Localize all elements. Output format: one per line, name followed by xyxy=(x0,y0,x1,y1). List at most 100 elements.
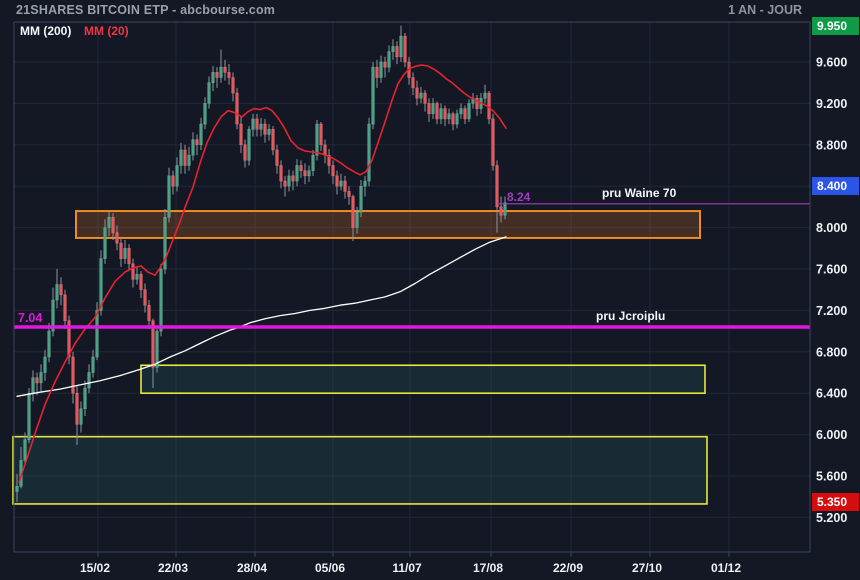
x-axis-tick: 27/10 xyxy=(632,561,662,575)
candlestick xyxy=(155,330,159,368)
candlestick xyxy=(87,372,91,389)
candlestick xyxy=(251,118,255,130)
x-axis-tick: 28/04 xyxy=(237,561,267,575)
candlestick xyxy=(239,123,243,146)
candlestick xyxy=(71,356,75,394)
candlestick xyxy=(351,196,355,228)
support-zone-mid[interactable] xyxy=(140,364,706,395)
timeframe-selector[interactable]: 1 AN - JOUR xyxy=(728,3,802,17)
drawn-zones[interactable] xyxy=(12,210,708,505)
candlestick xyxy=(387,51,391,68)
candlestick xyxy=(379,61,383,78)
y-axis-tick: 6.800 xyxy=(816,345,847,359)
candlestick xyxy=(283,180,287,187)
candlestick xyxy=(159,268,163,332)
candlestick xyxy=(391,46,395,52)
candlestick xyxy=(175,165,179,187)
candlesticks xyxy=(15,25,507,502)
price-levels[interactable] xyxy=(14,203,810,329)
candlestick xyxy=(179,149,183,166)
axis-badge-current: 8.400 xyxy=(812,177,859,195)
candlestick xyxy=(279,165,283,182)
candlestick xyxy=(347,191,351,197)
resistance-zone-orange[interactable] xyxy=(75,210,701,239)
candlestick xyxy=(51,299,55,332)
candlestick xyxy=(183,149,187,166)
candlestick xyxy=(27,392,31,441)
chart-title: 21SHARES BITCOIN ETP - abcbourse.com xyxy=(16,3,276,17)
candlestick xyxy=(447,113,451,120)
candlestick xyxy=(319,123,323,146)
candlestick xyxy=(91,356,95,373)
plot-frame xyxy=(13,21,811,553)
candlestick xyxy=(119,242,123,259)
candlestick xyxy=(403,35,407,63)
level-price-tag-jcroiplu[interactable]: 7.04 xyxy=(18,311,43,325)
candlestick xyxy=(443,108,447,120)
candlestick xyxy=(275,149,279,166)
candlestick xyxy=(199,123,203,146)
candlestick xyxy=(95,310,99,358)
level-label-jcroiplu[interactable]: pru Jcroiplu xyxy=(596,309,666,323)
candlestick xyxy=(503,202,507,216)
candlestick xyxy=(411,77,415,89)
candlestick xyxy=(467,103,471,120)
candlestick xyxy=(55,284,59,301)
candlestick xyxy=(499,206,503,216)
axis-badge-low: 5.350 xyxy=(812,493,859,511)
candlestick xyxy=(495,165,499,208)
candlestick xyxy=(187,154,191,166)
candlestick xyxy=(459,108,463,114)
candlestick xyxy=(147,304,151,322)
candlestick xyxy=(195,139,199,146)
mm20-line xyxy=(18,64,507,484)
candlestick xyxy=(311,154,315,171)
candlestick xyxy=(455,113,459,125)
support-zone-low[interactable] xyxy=(12,435,708,505)
y-axis-tick: 9.200 xyxy=(816,97,847,111)
x-axis-tick: 22/03 xyxy=(158,561,188,575)
candlestick xyxy=(43,356,47,373)
candlestick xyxy=(235,92,239,125)
candlestick xyxy=(315,123,319,156)
candlestick xyxy=(483,92,487,99)
candlestick xyxy=(435,103,439,120)
candlestick xyxy=(83,387,87,409)
candlestick xyxy=(303,170,307,177)
candlestick xyxy=(203,103,207,125)
candlestick xyxy=(255,118,259,130)
candlestick xyxy=(415,87,419,99)
level-price-tag-waine[interactable]: 8.24 xyxy=(507,190,531,204)
candlestick xyxy=(127,248,131,265)
y-axis-tick: 5.600 xyxy=(816,470,847,484)
legend-mm20: MM (20) xyxy=(84,24,129,38)
candlestick xyxy=(59,284,63,296)
level-label-waine[interactable]: pru Waine 70 xyxy=(602,186,677,200)
candlestick xyxy=(103,227,107,259)
y-axis-tick: 8.800 xyxy=(816,138,847,152)
candlestick xyxy=(99,258,103,311)
candlestick xyxy=(287,175,291,187)
candlestick xyxy=(259,123,263,130)
mm200-line xyxy=(16,236,507,397)
y-axis-tick: 8.000 xyxy=(816,221,847,235)
candlestick xyxy=(363,180,367,187)
candlestick xyxy=(15,486,19,492)
candlestick xyxy=(395,46,399,58)
y-axis-tick: 5.200 xyxy=(816,511,847,525)
candlestick xyxy=(335,175,339,187)
y-axis-tick: 7.200 xyxy=(816,304,847,318)
candlestick xyxy=(39,372,43,384)
candlestick xyxy=(451,113,455,125)
y-axis-tick: 9.600 xyxy=(816,56,847,70)
candlestick xyxy=(427,103,431,115)
candlestick xyxy=(163,217,167,270)
candlestick xyxy=(79,408,83,425)
candlestick xyxy=(339,180,343,187)
candlestick xyxy=(359,185,363,213)
candlestick xyxy=(211,72,215,83)
candlestick xyxy=(167,175,171,218)
legend-mm200: MM (200) xyxy=(20,24,72,38)
